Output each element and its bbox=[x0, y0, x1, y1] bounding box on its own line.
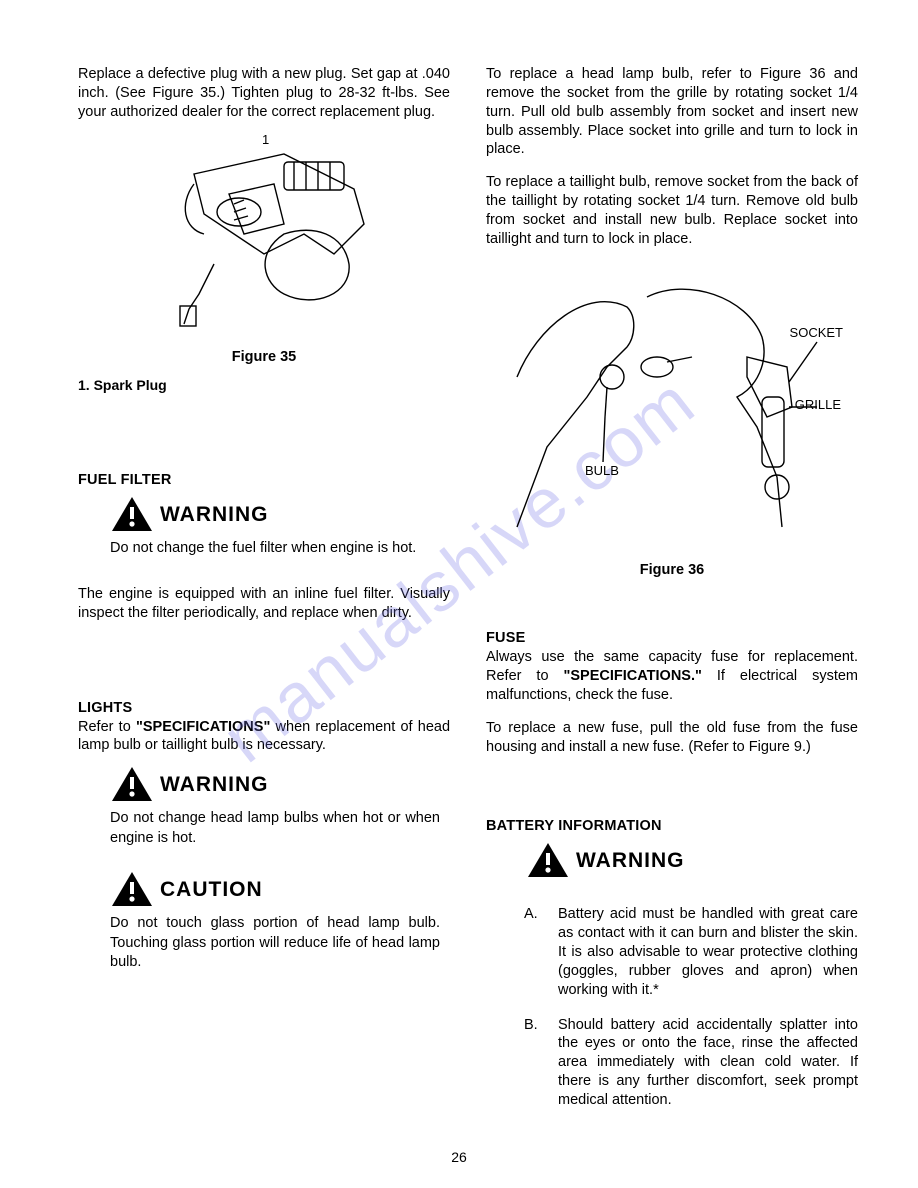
fuel-filter-warning: WARNING Do not change the fuel filter wh… bbox=[110, 495, 440, 563]
warning-label: WARNING bbox=[160, 771, 269, 798]
lights-caution: CAUTION Do not touch glass portion of he… bbox=[110, 870, 440, 977]
figure-35-callout-1: 1 bbox=[262, 132, 269, 149]
battery-item-b-letter: B. bbox=[524, 1016, 544, 1110]
fuse-body: Always use the same capacity fuse for re… bbox=[486, 648, 858, 705]
fuse-body-2: To replace a new fuse, pull the old fuse… bbox=[486, 719, 858, 757]
fuel-filter-body: The engine is equipped with an inline fu… bbox=[78, 585, 450, 623]
figure-35-legend: 1. Spark Plug bbox=[78, 376, 450, 394]
battery-item-a-letter: A. bbox=[524, 905, 544, 999]
battery-item-a-text: Battery acid must be handled with great … bbox=[558, 905, 858, 999]
warning-icon bbox=[526, 841, 570, 879]
lights-heading: LIGHTS bbox=[78, 699, 450, 718]
figure-36-label-bulb: BULB bbox=[585, 463, 619, 480]
caution-label: CAUTION bbox=[160, 876, 263, 903]
lights-intro-bold: "SPECIFICATIONS" bbox=[136, 719, 270, 735]
lights-warning: WARNING Do not change head lamp bulbs wh… bbox=[110, 765, 440, 852]
fuse-heading: FUSE bbox=[486, 629, 858, 648]
fuel-filter-heading: FUEL FILTER bbox=[78, 471, 450, 490]
fuse-body-bold: "SPECIFICATIONS." bbox=[564, 668, 702, 684]
fuel-filter-warning-text: Do not change the fuel filter when engin… bbox=[110, 539, 440, 559]
battery-item-b: B. Should battery acid accidentally spla… bbox=[524, 1016, 858, 1110]
battery-warning: WARNING bbox=[526, 841, 858, 885]
lights-intro-a: Refer to bbox=[78, 719, 136, 735]
warning-icon bbox=[110, 495, 154, 533]
figure-36-label-grille: GRILLE bbox=[795, 397, 841, 414]
figure-35: 1 Figure 35 bbox=[78, 134, 450, 367]
lights-caution-text: Do not touch glass portion of head lamp … bbox=[110, 914, 440, 973]
headlamp-paragraph: To replace a head lamp bulb, refer to Fi… bbox=[486, 65, 858, 159]
figure-35-caption: Figure 35 bbox=[78, 348, 450, 367]
figure-35-image: 1 bbox=[134, 134, 394, 344]
battery-warning-list: A. Battery acid must be handled with gre… bbox=[524, 905, 858, 1125]
replace-plug-paragraph: Replace a defective plug with a new plug… bbox=[78, 65, 450, 122]
battery-heading: BATTERY INFORMATION bbox=[486, 817, 858, 836]
page-number: 26 bbox=[0, 1148, 918, 1166]
warning-label: WARNING bbox=[160, 501, 269, 528]
figure-36-image: SOCKET GRILLE BULB bbox=[507, 267, 837, 557]
battery-item-a: A. Battery acid must be handled with gre… bbox=[524, 905, 858, 999]
figure-36-caption: Figure 36 bbox=[486, 561, 858, 580]
figure-36-label-socket: SOCKET bbox=[790, 325, 843, 342]
warning-icon bbox=[110, 765, 154, 803]
lights-intro: Refer to "SPECIFICATIONS" when replaceme… bbox=[78, 718, 450, 756]
figure-36: SOCKET GRILLE BULB Figure 36 bbox=[486, 267, 858, 580]
left-column: Replace a defective plug with a new plug… bbox=[78, 65, 450, 1148]
battery-item-b-text: Should battery acid accidentally splatte… bbox=[558, 1016, 858, 1110]
warning-label: WARNING bbox=[576, 847, 685, 874]
lights-warning-text: Do not change head lamp bulbs when hot o… bbox=[110, 809, 440, 848]
taillight-paragraph: To replace a taillight bulb, remove sock… bbox=[486, 173, 858, 248]
caution-icon bbox=[110, 870, 154, 908]
right-column: To replace a head lamp bulb, refer to Fi… bbox=[486, 65, 858, 1148]
